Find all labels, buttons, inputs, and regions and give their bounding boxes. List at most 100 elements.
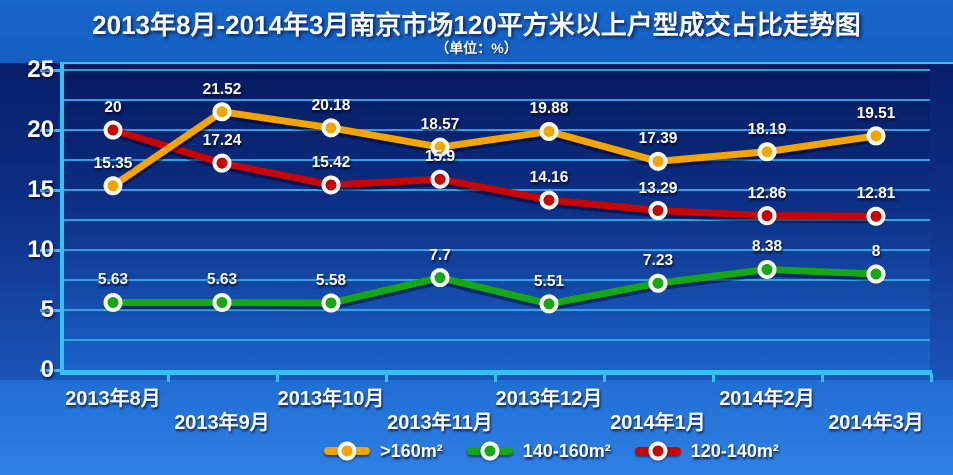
data-point-label: 17.24 [202, 132, 242, 150]
legend-line-swatch [634, 441, 681, 461]
gridline [64, 279, 930, 281]
gridline [64, 219, 930, 221]
data-point-marker [212, 292, 232, 312]
data-point-marker [321, 293, 341, 313]
x-axis-label: 2013年9月 [174, 412, 270, 434]
legend-line-swatch [324, 441, 371, 461]
data-point-label: 8.38 [751, 238, 783, 256]
legend-marker-icon [648, 441, 668, 461]
data-point-marker [103, 176, 123, 196]
y-tick-label: 10 [27, 236, 54, 263]
legend-item: 140-160m² [466, 440, 611, 462]
y-tick [40, 69, 60, 72]
y-tick-label: 5 [40, 296, 54, 323]
data-point-marker [430, 169, 450, 189]
plot-top-border [60, 62, 953, 64]
data-point-marker [430, 137, 450, 157]
data-point-label: 17.39 [638, 130, 678, 148]
x-axis [60, 370, 932, 375]
gridline [64, 249, 930, 251]
y-tick-label: 15 [27, 176, 54, 203]
gridline [64, 159, 930, 161]
gridline [64, 69, 930, 71]
x-tick [166, 373, 170, 382]
data-point-label: 21.52 [202, 80, 242, 98]
y-tick [40, 309, 60, 312]
data-point-label: 12.81 [856, 185, 896, 203]
data-point-label: 15.9 [424, 148, 456, 166]
x-tick [275, 373, 279, 382]
y-tick-label: 25 [27, 56, 54, 83]
x-tick [929, 373, 933, 382]
data-point-label: 12.86 [747, 184, 787, 202]
x-tick [711, 373, 715, 382]
data-point-label: 14.16 [529, 169, 569, 187]
y-tick [40, 249, 60, 252]
data-point-label: 19.51 [856, 104, 896, 122]
legend-marker-icon [337, 441, 357, 461]
y-axis [60, 63, 64, 375]
gridline [64, 129, 930, 131]
data-point-marker [321, 175, 341, 195]
data-point-label: 18.19 [747, 120, 787, 138]
legend: >160m² 140-160m² 120-140m² [150, 438, 953, 464]
series-line-120-140m² [109, 126, 880, 220]
legend-line-swatch [466, 441, 513, 461]
data-point-label: 13.29 [638, 179, 678, 197]
data-point-marker [866, 264, 886, 284]
x-tick [493, 373, 497, 382]
data-point-marker [648, 273, 668, 293]
x-axis-label: 2013年8月 [65, 388, 161, 410]
x-axis-label: 2014年1月 [610, 412, 706, 434]
data-point-marker [212, 153, 232, 173]
data-point-label: 18.57 [420, 116, 460, 134]
x-axis-label: 2014年3月 [828, 412, 924, 434]
x-tick [820, 373, 824, 382]
data-point-label: 20 [104, 99, 122, 116]
data-point-marker [103, 120, 123, 140]
legend-marker-icon [480, 441, 500, 461]
x-axis-label: 2013年11月 [387, 412, 493, 434]
data-point-marker [866, 206, 886, 226]
data-point-label: 15.35 [93, 154, 133, 172]
data-point-marker [648, 201, 668, 221]
legend-label: 120-140m² [690, 440, 779, 461]
x-axis-label: 2013年12月 [495, 388, 603, 410]
data-point-marker [757, 259, 777, 279]
y-tick-label: 20 [27, 116, 54, 143]
x-axis-label: 2014年2月 [719, 388, 815, 410]
data-point-marker [757, 206, 777, 226]
x-tick [602, 373, 606, 382]
data-point-label: 7.7 [429, 246, 451, 264]
legend-label: >160m² [380, 440, 443, 461]
gridline [64, 309, 930, 311]
data-point-label: 5.51 [533, 272, 565, 290]
data-point-marker [212, 102, 232, 122]
data-point-label: 5.58 [315, 272, 347, 290]
data-point-marker [430, 268, 450, 288]
data-point-label: 20.18 [311, 96, 351, 114]
series-line->160m² [109, 108, 880, 190]
legend-label: 140-160m² [522, 440, 611, 461]
chart-title: 2013年8月-2014年3月南京市场120平方米以上户型成交占比走势图 [92, 10, 861, 40]
x-axis-label: 2013年10月 [277, 388, 385, 410]
data-point-marker [866, 126, 886, 146]
data-point-label: 5.63 [97, 271, 129, 289]
data-point-marker [539, 121, 559, 141]
gridline [64, 339, 930, 341]
data-point-marker [103, 292, 123, 312]
legend-item: >160m² [324, 441, 443, 462]
data-point-label: 15.42 [311, 153, 351, 171]
series-line-140-160m² [109, 265, 880, 308]
y-tick [40, 369, 60, 372]
chart-subtitle: （单位：%） [435, 40, 518, 56]
data-point-label: 19.88 [529, 100, 569, 118]
legend-item: 120-140m² [634, 440, 779, 462]
data-point-label: 7.23 [642, 252, 674, 270]
gridline [64, 99, 930, 101]
data-point-marker [648, 151, 668, 171]
data-point-marker [539, 294, 559, 314]
data-point-label: 5.63 [206, 271, 238, 289]
